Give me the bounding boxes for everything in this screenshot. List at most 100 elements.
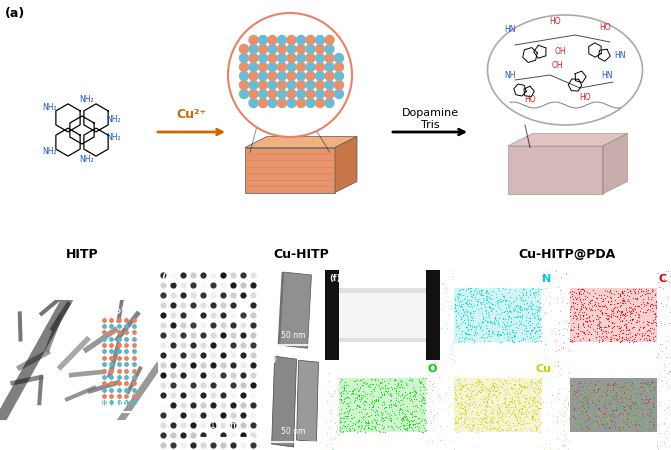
Point — [625, 309, 635, 316]
Point — [450, 394, 460, 401]
Text: NH₂: NH₂ — [43, 104, 57, 112]
Point — [450, 413, 461, 420]
Point — [489, 319, 500, 326]
Point — [511, 302, 521, 309]
Point — [531, 306, 542, 314]
Point — [407, 376, 417, 383]
Point — [451, 419, 462, 427]
Point — [350, 418, 361, 425]
Point — [474, 379, 484, 386]
Point — [598, 387, 609, 394]
Point — [580, 403, 590, 410]
Point — [608, 311, 619, 319]
Point — [578, 404, 589, 411]
Point — [635, 400, 646, 408]
Point — [567, 395, 578, 402]
Point — [617, 388, 628, 396]
Point — [533, 390, 544, 397]
Point — [397, 384, 407, 391]
Point — [619, 384, 629, 391]
Point — [623, 392, 634, 399]
Circle shape — [287, 45, 296, 54]
Point — [572, 322, 583, 329]
Point — [573, 329, 584, 337]
Point — [591, 315, 602, 323]
Point — [660, 401, 670, 408]
Point — [568, 424, 579, 432]
Point — [663, 268, 671, 275]
Point — [582, 418, 593, 425]
Point — [376, 391, 387, 398]
Point — [522, 409, 533, 416]
Point — [610, 407, 621, 414]
Point — [663, 375, 671, 382]
Point — [615, 405, 626, 413]
Point — [517, 312, 527, 319]
Point — [415, 401, 426, 408]
Point — [525, 290, 535, 297]
Point — [465, 409, 476, 416]
Point — [494, 390, 505, 397]
Point — [593, 397, 604, 405]
Point — [338, 415, 349, 422]
Point — [474, 378, 484, 385]
Point — [635, 391, 646, 398]
Point — [594, 396, 605, 404]
Point — [490, 314, 501, 321]
Point — [452, 399, 463, 406]
Point — [464, 399, 474, 406]
Point — [460, 407, 470, 414]
Point — [584, 380, 595, 387]
Point — [620, 312, 631, 319]
Polygon shape — [64, 385, 97, 402]
Point — [405, 423, 416, 431]
Point — [639, 412, 650, 419]
Point — [637, 409, 648, 416]
Point — [642, 386, 653, 393]
Point — [649, 382, 660, 390]
Point — [529, 309, 540, 316]
Point — [393, 409, 404, 416]
Point — [378, 391, 389, 398]
Point — [618, 297, 629, 304]
Point — [525, 414, 536, 421]
Point — [480, 329, 491, 337]
Point — [373, 412, 384, 419]
Point — [574, 379, 584, 387]
Point — [571, 378, 582, 385]
Point — [526, 310, 537, 318]
Point — [629, 306, 640, 313]
Point — [623, 326, 634, 333]
Circle shape — [297, 81, 305, 90]
Point — [614, 426, 625, 433]
Point — [601, 382, 612, 390]
Point — [535, 324, 546, 331]
Point — [348, 390, 358, 397]
Point — [466, 390, 476, 397]
Point — [495, 298, 505, 306]
Point — [619, 392, 630, 400]
Point — [621, 304, 631, 311]
Point — [588, 407, 599, 414]
Point — [628, 307, 639, 315]
Point — [456, 297, 467, 304]
Point — [434, 392, 445, 399]
Point — [630, 399, 641, 406]
Point — [609, 300, 619, 307]
Point — [487, 306, 498, 313]
Point — [650, 315, 660, 323]
Point — [505, 285, 516, 292]
Point — [435, 374, 446, 382]
Point — [333, 431, 344, 438]
Point — [358, 426, 369, 433]
Point — [596, 381, 607, 388]
Point — [480, 410, 491, 417]
Point — [586, 398, 597, 405]
Point — [481, 426, 492, 433]
Point — [586, 392, 597, 399]
Point — [635, 406, 646, 413]
Point — [354, 416, 364, 423]
Point — [509, 297, 519, 305]
Point — [570, 397, 580, 405]
Point — [336, 414, 346, 422]
